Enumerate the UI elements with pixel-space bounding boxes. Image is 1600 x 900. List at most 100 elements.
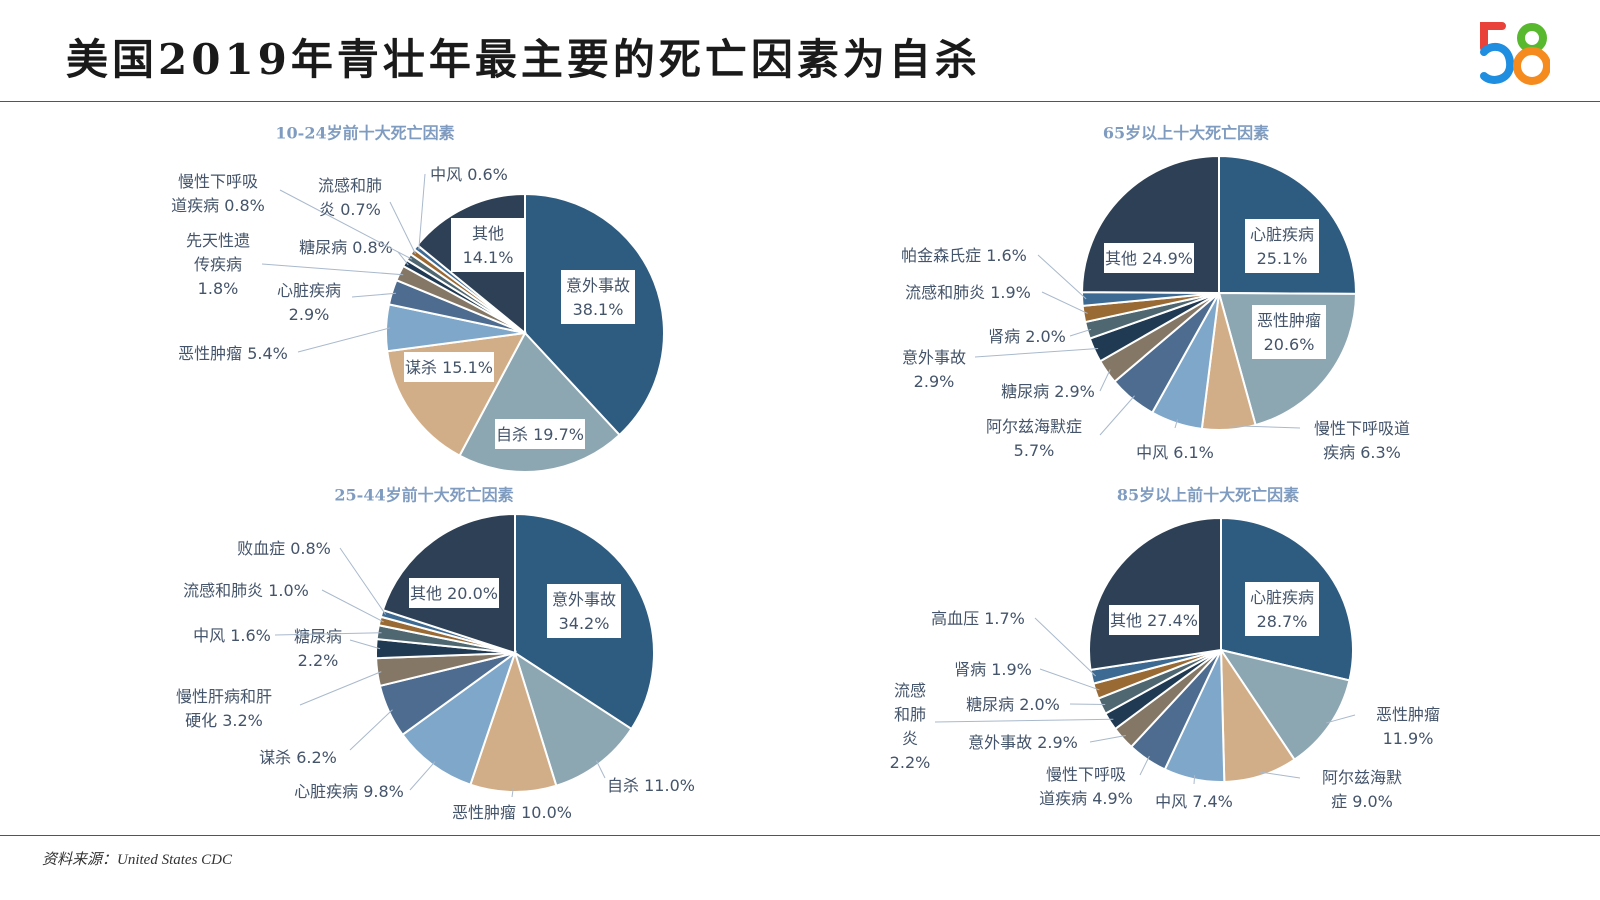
label-text: 恶性肿瘤 10.0% — [452, 803, 572, 822]
label-text: 败血症 0.8% — [237, 539, 331, 558]
label-text: 心脏疾病 2.9% — [277, 281, 341, 324]
label-text: 心脏疾病 25.1% — [1250, 225, 1314, 268]
pie-slice — [1218, 648, 1351, 762]
data-label: 其他 20.0% — [409, 578, 499, 608]
data-label: 肾病 2.0% — [988, 327, 1092, 346]
label-text: 中风 6.1% — [1136, 443, 1214, 462]
label-text: 肾病 2.0% — [988, 327, 1066, 346]
leader-line — [349, 639, 381, 650]
label-text: 其他 27.4% — [1110, 611, 1198, 630]
leader-line — [389, 201, 416, 255]
data-label: 慢性肝病和肝硬化 3.2% — [176, 671, 382, 730]
leader-line — [418, 173, 426, 250]
leader-line — [321, 589, 384, 623]
data-label: 糖尿病 0.8% — [299, 238, 409, 266]
leader-line — [595, 760, 606, 779]
data-label: 糖尿病 2.0% — [966, 695, 1106, 714]
label-box — [1109, 605, 1199, 635]
label-text: 其他 20.0% — [410, 584, 498, 603]
data-label: 其他 27.4% — [1109, 605, 1199, 635]
label-text: 自杀 19.7% — [496, 425, 584, 444]
data-label: 慢性下呼吸道疾病 0.8% — [171, 172, 413, 260]
data-label: 意外事故 38.1% — [561, 270, 635, 324]
data-label: 恶性肿瘤 11.9% — [1326, 705, 1440, 748]
chart-title: 10-24岁前十大死亡因素 — [275, 124, 454, 143]
label-text: 糖尿病 2.9% — [1001, 382, 1095, 401]
chart-title: 85岁以上前十大死亡因素 — [1117, 486, 1299, 505]
data-label: 流感和肺炎 0.7% — [318, 176, 416, 255]
leader-line — [1259, 771, 1301, 779]
leader-line — [1193, 775, 1196, 785]
label-text: 中风 7.4% — [1155, 792, 1233, 811]
label-text: 中风 1.6% — [193, 626, 271, 645]
data-label: 意外事故 2.9% — [968, 733, 1126, 752]
leader-line — [397, 251, 409, 266]
data-label: 中风 7.4% — [1155, 775, 1233, 811]
header-divider — [0, 101, 1600, 102]
leader-line — [279, 189, 413, 260]
label-text: 慢性下呼吸道疾病 0.8% — [171, 172, 265, 215]
label-text: 先天性遗传疾病 1.8% — [186, 231, 250, 298]
page-title: 美国2019年青壮年最主要的死亡因素为自杀 — [66, 35, 981, 84]
label-text: 心脏疾病 28.7% — [1250, 588, 1314, 631]
pie-slice — [1088, 516, 1222, 671]
data-label: 肾病 1.9% — [954, 660, 1100, 691]
data-label: 阿尔兹海默症 9.0% — [1259, 768, 1402, 811]
data-label: 阿尔兹海默症 5.7% — [986, 395, 1135, 460]
leader-line — [1039, 668, 1100, 691]
data-label: 恶性肿瘤 5.4% — [178, 327, 391, 363]
label-box — [409, 578, 499, 608]
label-box — [404, 352, 494, 382]
label-text: 阿尔兹海默症 5.7% — [986, 417, 1082, 460]
leader-line — [1037, 254, 1087, 300]
leader-line — [511, 787, 514, 798]
label-box — [1252, 305, 1326, 359]
label-text: 流感和肺炎 1.9% — [905, 283, 1031, 302]
leader-line — [349, 709, 393, 751]
data-label: 慢性下呼吸道疾病 4.9% — [1039, 755, 1150, 808]
label-text: 心脏疾病 9.8% — [294, 782, 404, 801]
data-label: 糖尿病 2.9% — [1001, 369, 1111, 401]
label-box — [561, 270, 635, 324]
label-box — [1245, 582, 1319, 636]
leader-line — [339, 547, 387, 615]
leader-line — [299, 671, 382, 706]
leader-line — [1099, 395, 1135, 436]
label-text: 意外事故 34.2% — [552, 590, 616, 633]
data-label: 意外事故 2.9% — [902, 347, 1099, 391]
chart-title: 25-44岁前十大死亡因素 — [334, 486, 513, 505]
data-label: 帕金森氏症 1.6% — [901, 246, 1087, 300]
data-label: 中风 6.1% — [1136, 419, 1214, 462]
logo-58 — [1478, 18, 1551, 94]
label-text: 恶性肿瘤 5.4% — [178, 344, 288, 363]
data-label: 意外事故 34.2% — [547, 584, 621, 638]
label-text: 谋杀 15.1% — [405, 358, 493, 377]
leader-line — [1089, 735, 1126, 743]
leader-line — [1099, 369, 1111, 392]
data-label: 慢性下呼吸道疾病 6.3% — [1228, 419, 1410, 462]
pie-slice — [469, 649, 558, 793]
label-text: 肾病 1.9% — [954, 660, 1032, 679]
data-label: 恶性肿瘤 20.6% — [1252, 305, 1326, 359]
data-label: 心脏疾病 28.7% — [1245, 582, 1319, 636]
leader-line — [1228, 425, 1301, 429]
label-text: 其他 14.1% — [463, 224, 514, 267]
leader-line — [974, 347, 1099, 358]
leader-line — [1326, 714, 1356, 724]
data-label: 先天性遗传疾病 1.8% — [186, 231, 404, 298]
label-text: 糖尿病 0.8% — [299, 238, 393, 257]
leader-line — [409, 761, 436, 791]
leader-line — [1034, 617, 1097, 677]
label-text: 高血压 1.7% — [931, 609, 1025, 628]
leader-line — [1069, 328, 1092, 337]
data-label: 流感和肺炎 2.2% — [890, 681, 1114, 772]
pie-slice — [513, 650, 633, 787]
label-text: 恶性肿瘤 11.9% — [1376, 705, 1440, 748]
label-box — [1245, 219, 1319, 273]
data-label: 其他 14.1% — [451, 218, 525, 272]
leader-line — [1041, 291, 1088, 314]
